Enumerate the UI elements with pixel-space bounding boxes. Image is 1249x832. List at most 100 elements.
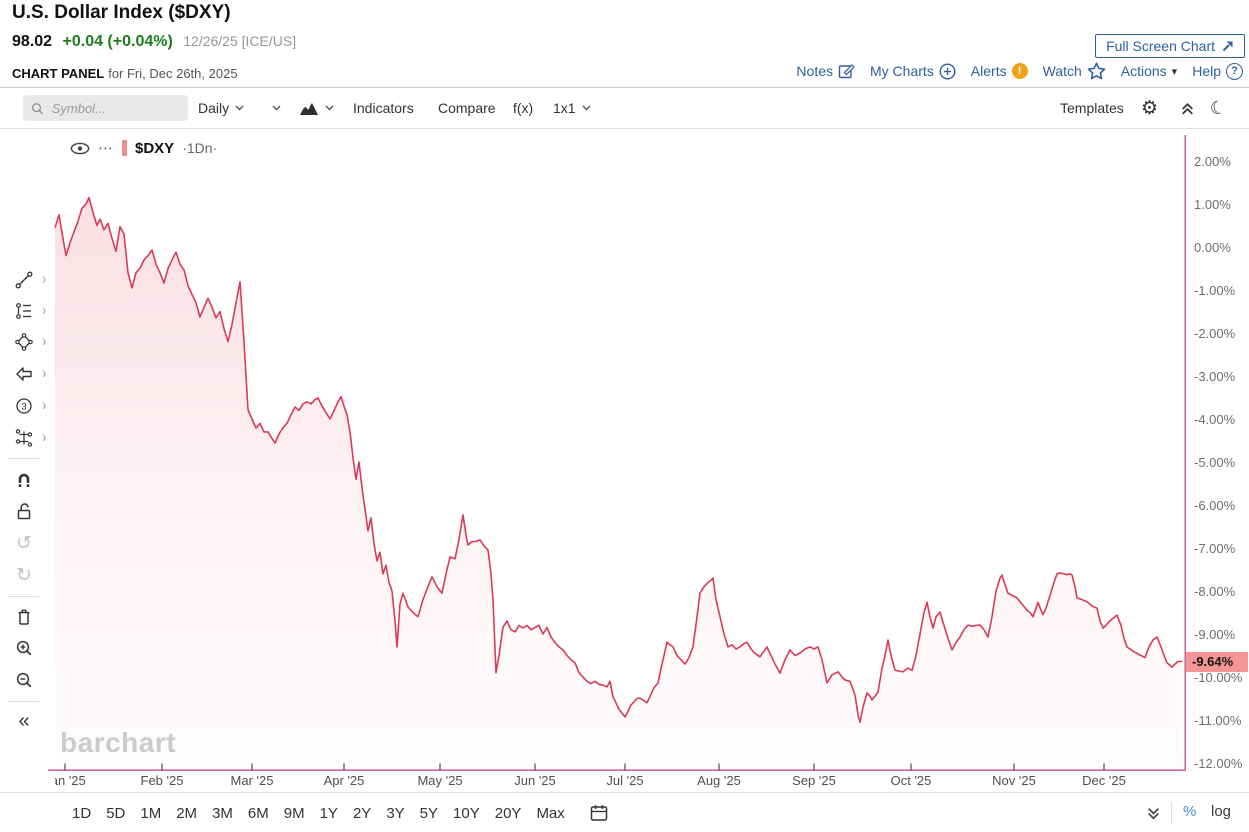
compare-label: Compare	[438, 100, 496, 116]
undo-button[interactable]: ↺	[0, 528, 48, 558]
x-axis-labels[interactable]: Jan '25 Feb '25 Mar '25 Apr '25 May '25 Jun '…	[55, 773, 1186, 792]
zoom-out-button[interactable]	[0, 665, 48, 695]
my-charts-link[interactable]: My Charts	[870, 62, 956, 80]
y-tick-label: -5.00%	[1194, 455, 1236, 470]
range-button-3y[interactable]: 3Y	[386, 804, 405, 822]
shapes-tool[interactable]: ›	[0, 327, 48, 357]
magnet-mode-button[interactable]	[0, 465, 48, 495]
range-button-2y[interactable]: 2Y	[352, 804, 372, 822]
polygon-shape-icon	[15, 333, 33, 351]
double-chevron-down-icon[interactable]	[1146, 806, 1161, 821]
circled-number-icon: 3	[16, 398, 32, 414]
axis-frame	[48, 135, 1186, 771]
symbol-search-input[interactable]	[49, 99, 180, 117]
notes-link[interactable]: Notes	[796, 63, 855, 79]
watch-star-icon	[1087, 62, 1106, 80]
x-tick-label: Dec '25	[1082, 773, 1126, 788]
price-change: +0.04 (+0.04%)	[62, 33, 173, 50]
chart-type-dropdown[interactable]	[299, 88, 334, 128]
last-price: 98.02	[12, 33, 53, 50]
redo-icon: ↻	[16, 563, 32, 586]
chart-settings-button[interactable]: ⚙	[1141, 88, 1158, 128]
grid-layout-label: 1x1	[553, 100, 576, 116]
drawing-tools-sidebar: › › ›	[0, 129, 49, 792]
delete-drawings-button[interactable]	[0, 602, 48, 632]
range-button-1y[interactable]: 1Y	[319, 804, 338, 822]
help-link[interactable]: Help ?	[1192, 62, 1243, 80]
range-button-20y[interactable]: 20Y	[494, 804, 522, 822]
y-tick-label: -10.00%	[1194, 670, 1243, 685]
tool-expand-caret[interactable]: ›	[42, 428, 46, 447]
range-button-1d[interactable]: 1D	[72, 804, 92, 822]
barchart-watermark: barchart	[60, 727, 177, 758]
indicators-button[interactable]: Indicators	[353, 88, 414, 128]
fx-label: f(x)	[513, 100, 534, 116]
range-button-5d[interactable]: 5D	[106, 804, 126, 822]
fibonacci-lines-icon	[16, 303, 31, 319]
period-dropdown[interactable]: Daily	[198, 88, 244, 128]
zoom-in-button[interactable]	[0, 633, 48, 663]
chevron-down-icon	[325, 105, 334, 111]
collapse-toolbar-button[interactable]	[1180, 88, 1195, 128]
actions-caret-icon: ▾	[1171, 65, 1178, 78]
notes-label: Notes	[796, 63, 833, 79]
fx-button[interactable]: f(x)	[513, 88, 533, 128]
x-tick-label: Apr '25	[323, 773, 365, 788]
collapse-sidebar-button[interactable]: «	[0, 706, 48, 736]
range-button-6m[interactable]: 6M	[247, 804, 269, 822]
chart-region[interactable]: ⋯ $DXY ·1Dn· 2.00% 1.00% 0.00% -1.00% -2.00%…	[48, 129, 1249, 792]
compare-button[interactable]: Compare	[438, 88, 496, 128]
templates-button[interactable]: Templates	[1060, 88, 1124, 128]
cycle-tool[interactable]: ›	[0, 423, 48, 453]
tool-expand-caret[interactable]: ›	[42, 301, 46, 320]
symbol-search-box[interactable]	[23, 95, 188, 121]
header-divider	[0, 87, 1249, 88]
series-legend[interactable]: ⋯ $DXY ·1Dn·	[70, 139, 217, 157]
y-tick-label: -2.00%	[1194, 326, 1236, 341]
quote-row: 98.02 +0.04 (+0.04%) 12/26/25 [ICE/US]	[12, 33, 296, 51]
watch-link[interactable]: Watch	[1043, 62, 1106, 80]
full-screen-chart-button[interactable]: Full Screen Chart	[1095, 34, 1245, 58]
period-label: Daily	[198, 100, 230, 116]
log-scale-toggle[interactable]: log	[1211, 803, 1232, 820]
legend-symbol: $DXY	[135, 139, 175, 157]
dark-mode-toggle[interactable]: ☾	[1208, 88, 1229, 128]
actions-menu[interactable]: Actions ▾	[1121, 63, 1177, 79]
chevron-down-icon	[582, 105, 591, 111]
legend-more-options-icon[interactable]: ⋯	[98, 139, 114, 157]
lock-drawings-button[interactable]	[0, 496, 48, 526]
area-chart-type-icon	[300, 102, 318, 115]
range-button-3m[interactable]: 3M	[212, 804, 233, 822]
y-tick-label: 0.00%	[1194, 240, 1231, 255]
grid-layout-dropdown[interactable]: 1x1	[553, 88, 591, 128]
range-button-max[interactable]: Max	[536, 804, 565, 822]
elliott-wave-tool[interactable]: 3 ›	[0, 391, 48, 421]
range-button-1m[interactable]: 1M	[140, 804, 162, 822]
percent-scale-toggle[interactable]: %	[1183, 803, 1197, 820]
svg-text:3: 3	[21, 401, 26, 412]
page-title: U.S. Dollar Index ($DXY)	[12, 2, 231, 23]
redo-button[interactable]: ↻	[0, 560, 48, 590]
fibonacci-tool[interactable]: ›	[0, 296, 48, 326]
y-tick-label: 2.00%	[1194, 154, 1231, 169]
tool-expand-caret[interactable]: ›	[42, 396, 46, 415]
range-button-2m[interactable]: 2M	[176, 804, 198, 822]
notes-edit-icon	[838, 64, 855, 79]
cycle-nodes-icon	[15, 429, 33, 447]
quote-session: 12/26/25 [ICE/US]	[183, 33, 297, 49]
range-button-9m[interactable]: 9M	[283, 804, 305, 822]
calendar-icon[interactable]	[589, 803, 609, 823]
y-tick-label: -1.00%	[1194, 283, 1236, 298]
alerts-link[interactable]: Alerts !	[971, 63, 1028, 79]
tool-expand-caret[interactable]: ›	[42, 364, 46, 383]
range-button-10y[interactable]: 10Y	[453, 804, 480, 822]
tool-expand-caret[interactable]: ›	[42, 270, 46, 289]
aggregation-dropdown[interactable]	[272, 88, 281, 128]
tool-expand-caret[interactable]: ›	[42, 332, 46, 351]
arrow-annotation-tool[interactable]: ›	[0, 359, 48, 389]
range-button-5y[interactable]: 5Y	[419, 804, 439, 822]
eye-icon[interactable]	[70, 142, 90, 155]
trend-line-tool[interactable]: ›	[0, 265, 48, 295]
actions-label: Actions	[1120, 63, 1167, 79]
search-icon	[31, 102, 44, 114]
